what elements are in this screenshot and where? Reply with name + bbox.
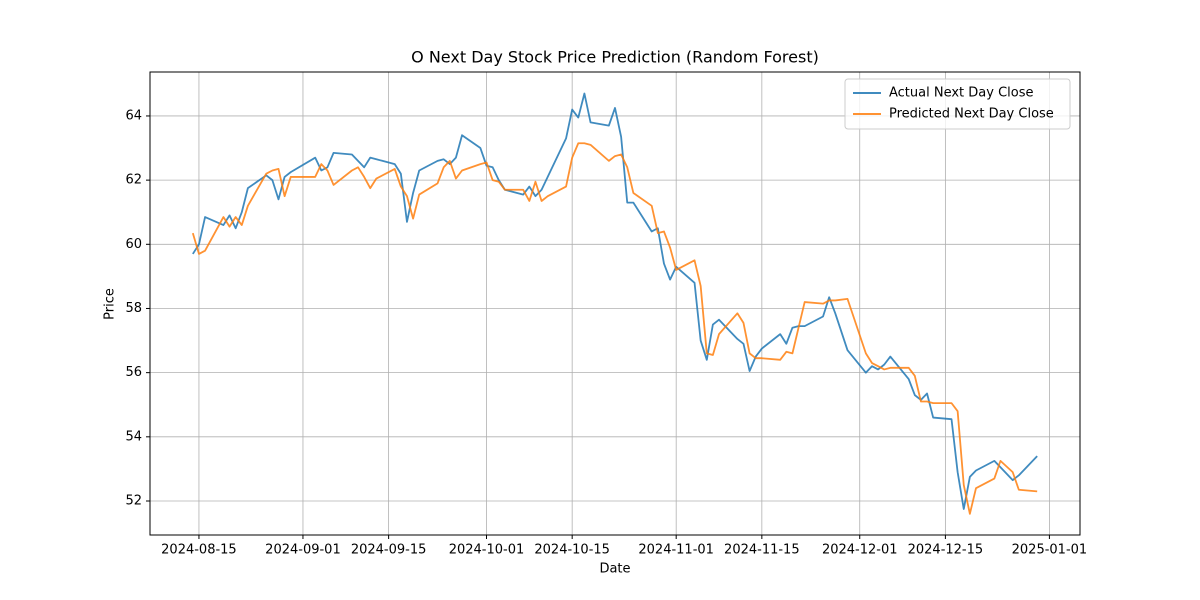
x-tick-label: 2024-09-15 <box>351 543 427 558</box>
line-series <box>192 92 1038 510</box>
y-tick-label: 58 <box>125 301 142 316</box>
x-tick-label: 2024-12-01 <box>822 543 898 558</box>
x-tick-label: 2024-10-01 <box>449 543 525 558</box>
x-axis-label: Date <box>599 562 630 577</box>
legend-box <box>844 78 1071 130</box>
x-tick-label: 2024-09-01 <box>265 543 341 558</box>
y-axis-label: Price <box>103 288 118 320</box>
y-tick-label: 52 <box>125 493 142 508</box>
chart-title: O Next Day Stock Price Prediction (Rando… <box>411 48 819 67</box>
legend: Actual Next Day Close Predicted Next Day … <box>844 78 1071 130</box>
x-tick-label: 2024-11-15 <box>724 543 800 558</box>
y-tick-label: 54 <box>125 429 142 444</box>
legend-label: Predicted Next Day Close <box>889 107 1054 122</box>
x-tick-label: 2024-12-15 <box>908 543 984 558</box>
x-tick-label: 2024-11-01 <box>638 543 714 558</box>
y-tick-label: 60 <box>125 237 142 252</box>
x-tick-label: 2024-08-15 <box>161 543 237 558</box>
legend-label: Actual Next Day Close <box>889 86 1034 101</box>
plot-frame <box>149 71 1081 536</box>
y-tick-label: 62 <box>125 173 142 188</box>
y-tick-label: 56 <box>125 365 142 380</box>
y-tick-label: 64 <box>125 108 142 123</box>
x-tick-label: 2024-10-15 <box>534 543 610 558</box>
line-series <box>191 142 1038 515</box>
x-tick-label: 2025-01-01 <box>1012 543 1088 558</box>
